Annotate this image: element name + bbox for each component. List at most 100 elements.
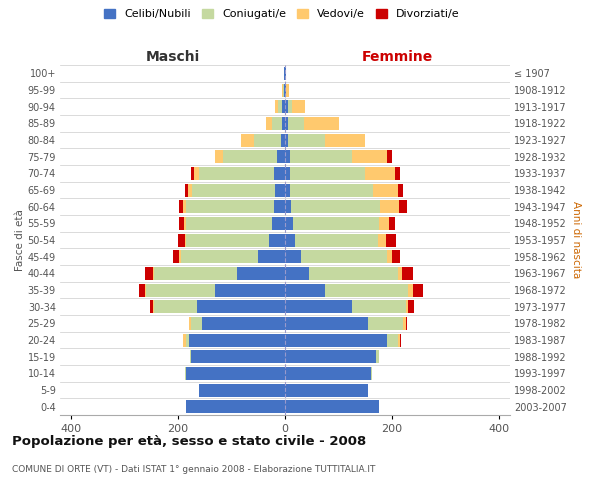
Bar	[186, 400, 285, 413]
Bar	[285, 317, 368, 330]
Bar	[379, 217, 389, 230]
Bar	[285, 384, 368, 396]
Bar	[181, 250, 258, 263]
Bar	[285, 234, 295, 246]
Bar	[387, 334, 398, 346]
Bar	[387, 150, 392, 163]
Bar	[237, 267, 285, 280]
Bar	[272, 217, 285, 230]
Bar	[285, 200, 292, 213]
Bar	[283, 84, 284, 96]
Bar	[304, 117, 338, 130]
Bar	[202, 317, 285, 330]
Bar	[186, 334, 188, 346]
Bar	[150, 300, 152, 313]
Bar	[408, 284, 413, 296]
Bar	[145, 267, 152, 280]
Bar	[373, 184, 398, 196]
Bar	[191, 350, 285, 363]
Bar	[285, 150, 290, 163]
Bar	[154, 267, 237, 280]
Bar	[413, 284, 423, 296]
Bar	[402, 267, 413, 280]
Bar	[285, 350, 376, 363]
Bar	[287, 134, 325, 146]
Bar	[193, 184, 275, 196]
Bar	[395, 167, 400, 180]
Bar	[152, 300, 154, 313]
Bar	[389, 217, 395, 230]
Bar	[277, 150, 285, 163]
Bar	[188, 184, 193, 196]
Bar	[199, 167, 274, 180]
Bar	[380, 200, 398, 213]
Bar	[285, 67, 286, 80]
Bar	[368, 317, 403, 330]
Text: Popolazione per età, sesso e stato civile - 2008: Popolazione per età, sesso e stato civil…	[12, 435, 366, 448]
Bar	[285, 84, 286, 96]
Bar	[285, 284, 325, 296]
Bar	[285, 400, 379, 413]
Bar	[285, 217, 293, 230]
Bar	[286, 84, 289, 96]
Bar	[185, 367, 186, 380]
Bar	[406, 317, 407, 330]
Bar	[272, 117, 283, 130]
Bar	[254, 134, 281, 146]
Bar	[215, 284, 285, 296]
Bar	[154, 300, 197, 313]
Bar	[275, 100, 278, 113]
Bar	[287, 100, 292, 113]
Bar	[185, 184, 188, 196]
Bar	[287, 117, 304, 130]
Bar	[194, 167, 199, 180]
Bar	[285, 300, 352, 313]
Text: Maschi: Maschi	[145, 50, 200, 64]
Bar	[282, 84, 283, 96]
Bar	[301, 250, 387, 263]
Bar	[283, 117, 285, 130]
Bar	[199, 384, 285, 396]
Bar	[377, 234, 386, 246]
Text: Femmine: Femmine	[362, 50, 433, 64]
Bar	[281, 134, 285, 146]
Bar	[274, 167, 285, 180]
Bar	[173, 250, 179, 263]
Bar	[290, 184, 373, 196]
Bar	[376, 350, 379, 363]
Bar	[183, 334, 186, 346]
Bar	[258, 250, 285, 263]
Bar	[403, 317, 406, 330]
Bar	[325, 284, 408, 296]
Bar	[293, 217, 379, 230]
Bar	[197, 300, 285, 313]
Bar	[285, 134, 287, 146]
Bar	[398, 267, 402, 280]
Bar	[191, 167, 194, 180]
Bar	[186, 200, 274, 213]
Bar	[398, 200, 407, 213]
Bar	[178, 234, 185, 246]
Bar	[285, 184, 290, 196]
Bar	[152, 267, 154, 280]
Bar	[139, 284, 145, 296]
Bar	[274, 200, 285, 213]
Bar	[371, 367, 372, 380]
Bar	[285, 267, 309, 280]
Bar	[285, 367, 371, 380]
Bar	[285, 100, 287, 113]
Bar	[223, 150, 277, 163]
Bar	[352, 150, 387, 163]
Bar	[186, 234, 269, 246]
Bar	[179, 200, 183, 213]
Bar	[295, 234, 377, 246]
Bar	[309, 267, 398, 280]
Bar	[179, 217, 184, 230]
Bar	[266, 117, 272, 130]
Bar	[188, 317, 191, 330]
Y-axis label: Fasce di età: Fasce di età	[14, 209, 25, 271]
Y-axis label: Anni di nascita: Anni di nascita	[571, 202, 581, 278]
Text: COMUNE DI ORTE (VT) - Dati ISTAT 1° gennaio 2008 - Elaborazione TUTTITALIA.IT: COMUNE DI ORTE (VT) - Dati ISTAT 1° genn…	[12, 465, 376, 474]
Bar	[284, 67, 285, 80]
Bar	[215, 150, 223, 163]
